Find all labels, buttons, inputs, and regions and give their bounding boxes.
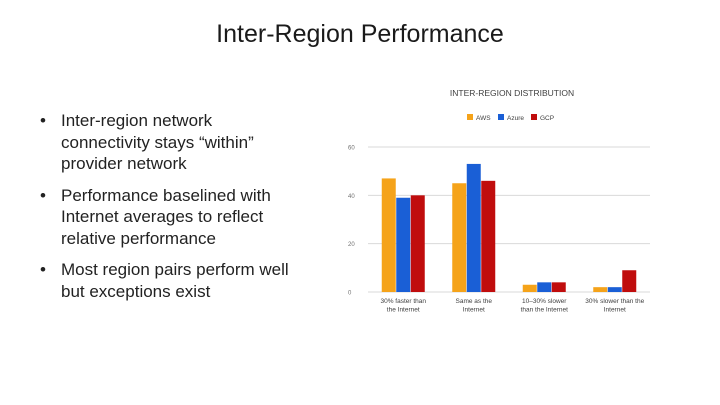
x-category-label: 10–30% slower than the Internet	[521, 298, 569, 314]
x-category-label: 30% faster than the Internet	[380, 298, 426, 314]
x-category-label: Same as the Internet	[456, 298, 493, 314]
bullet-text: Most region pairs perform well but excep…	[61, 260, 289, 301]
bullet-dot: •	[40, 111, 46, 130]
y-tick-label: 40	[348, 194, 355, 200]
bar-azure	[466, 163, 481, 292]
bar-aws	[593, 287, 608, 292]
bar-gcp	[481, 180, 496, 292]
bar-gcp	[622, 270, 637, 292]
y-tick-label: 60	[348, 146, 355, 152]
slide-title: Inter-Region Performance	[216, 20, 504, 48]
bar-gcp	[551, 282, 566, 292]
bullet-text: Performance baselined with Internet aver…	[61, 185, 271, 248]
chart-gridlines	[368, 146, 650, 293]
bullet-dot: •	[40, 260, 46, 279]
bar-azure	[607, 287, 622, 292]
bar-aws	[452, 183, 467, 292]
x-axis-labels: 30% faster than the Internet Same as the In…	[380, 298, 644, 314]
bullet-list: • Inter-region network connectivity stay…	[40, 110, 302, 312]
bar-azure	[396, 197, 411, 292]
y-tick-label: 20	[348, 242, 355, 248]
legend-swatch	[467, 114, 473, 120]
x-category-label: 30% slower than the Internet	[585, 298, 644, 314]
bullet-item: • Inter-region network connectivity stay…	[40, 110, 302, 175]
bar-gcp	[410, 195, 425, 292]
legend-label: AWS	[476, 115, 491, 122]
bar-aws	[381, 178, 396, 292]
legend-swatch	[498, 114, 504, 120]
bullet-dot: •	[40, 185, 46, 205]
y-axis-ticks: 0 20 40 60	[348, 146, 355, 297]
y-tick-label: 0	[348, 291, 352, 297]
bar-azure	[537, 282, 552, 292]
bullet-item: • Most region pairs perform well but exc…	[40, 259, 302, 302]
bar-aws	[522, 284, 537, 292]
legend-label: Azure	[507, 115, 524, 122]
chart-bars	[381, 163, 637, 292]
bullet-text: Inter-region network connectivity stays …	[61, 111, 254, 173]
legend-swatch	[531, 114, 537, 120]
chart-legend: AWS Azure GCP	[467, 114, 554, 122]
bullet-item: • Performance baselined with Internet av…	[40, 185, 302, 250]
legend-label: GCP	[540, 115, 554, 122]
chart-title: INTER-REGION DISTRIBUTION	[450, 88, 574, 98]
